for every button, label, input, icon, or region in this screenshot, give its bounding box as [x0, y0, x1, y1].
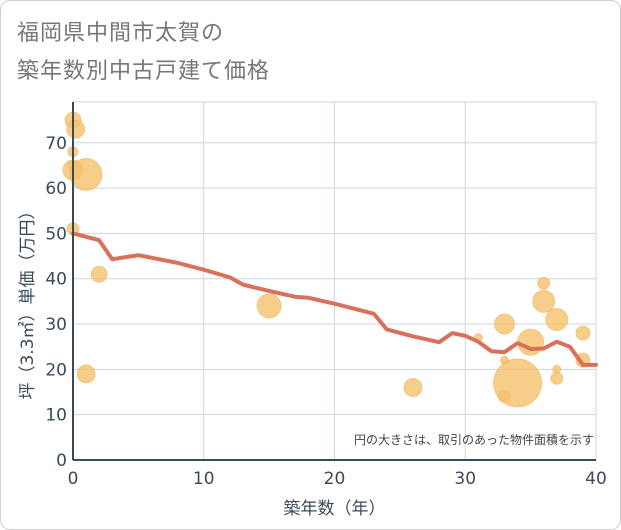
y-tick-label: 40	[45, 270, 67, 290]
bubble-point	[545, 308, 569, 332]
x-tick-label: 10	[193, 469, 215, 489]
y-tick-label: 60	[45, 179, 67, 199]
y-tick-label: 10	[45, 406, 67, 426]
bubble-point	[537, 276, 551, 290]
x-tick-label: 40	[585, 469, 607, 489]
bubble-point	[403, 377, 423, 397]
y-tick-label: 70	[45, 134, 67, 154]
bubble-point	[90, 265, 108, 283]
y-tick-label: 30	[45, 315, 67, 335]
bubble-point	[493, 358, 543, 408]
x-tick-label: 20	[324, 469, 346, 489]
x-axis-title: 築年数（年）	[284, 499, 386, 519]
y-tick-label: 0	[56, 451, 67, 471]
bubble-point	[69, 158, 103, 192]
bubble-series	[62, 111, 591, 408]
trend-line-group	[71, 231, 598, 367]
axes	[72, 102, 596, 461]
bubble-point	[575, 325, 591, 341]
chart-title-line-2: 築年数別中古戸建て価格	[17, 59, 271, 84]
size-note: 円の大きさは、取引のあった物件面積を示す	[354, 432, 594, 447]
y-axis-title: 坪（3.3㎡）単価（万円）	[18, 202, 38, 399]
y-tick-label: 50	[45, 224, 67, 244]
bubble-point	[76, 364, 96, 384]
bubble-point	[256, 293, 282, 319]
bubble-point	[66, 119, 86, 139]
bubble-point	[517, 328, 545, 356]
trend-line	[71, 231, 598, 367]
x-tick-label: 30	[454, 469, 476, 489]
bubble-point	[493, 313, 515, 335]
chart-title-line-1: 福岡県中間市太賀の	[17, 21, 225, 46]
y-tick-label: 20	[45, 360, 67, 380]
x-tick-label: 0	[68, 469, 79, 489]
bubble-point	[550, 371, 564, 385]
axis-labels: 0 10 20 30 40 0 10 20 30 40 50 60 70 築年数（年） 坪（3.3㎡）単価（…	[18, 134, 607, 519]
bubble-point	[532, 289, 556, 313]
